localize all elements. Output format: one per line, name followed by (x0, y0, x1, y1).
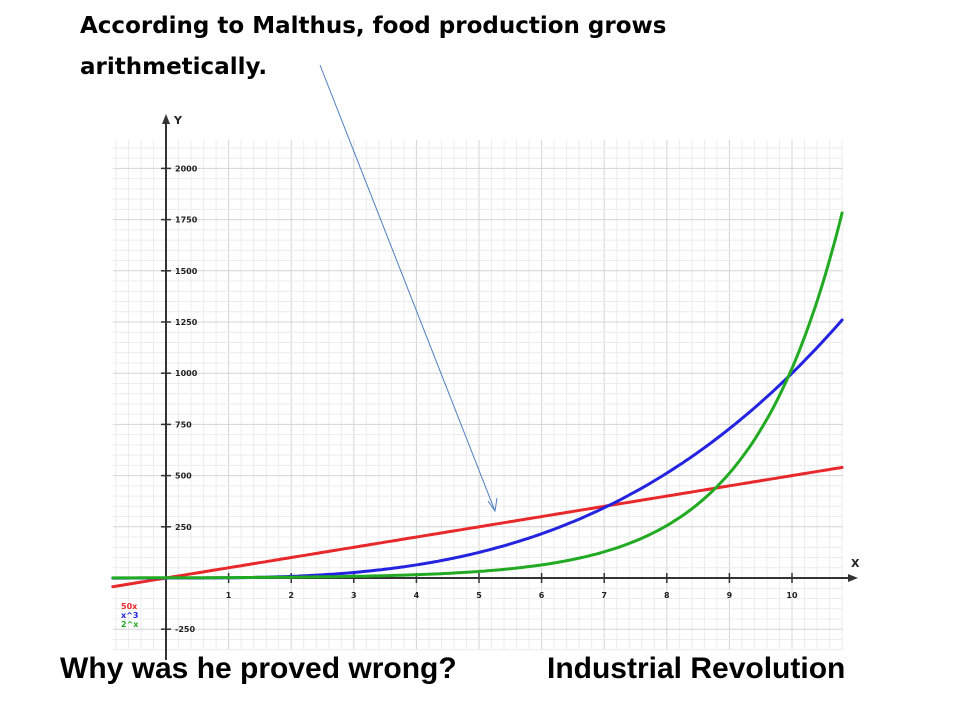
answer-text: Industrial Revolution (547, 652, 846, 685)
chart-series (111, 211, 844, 589)
y-tick-label: -250 (175, 625, 195, 634)
y-tick-label: 1250 (175, 318, 198, 327)
x-tick-label: 9 (727, 591, 733, 600)
annotation-text: According to Malthus, food production gr… (80, 6, 740, 88)
x-tick-label: 2 (288, 591, 294, 600)
x-tick-label: 5 (476, 591, 482, 600)
x-tick-label: 3 (351, 591, 357, 600)
series-line-x3 (111, 318, 844, 580)
y-tick-label: 1000 (175, 369, 198, 378)
x-tick-label: 1 (226, 591, 232, 600)
x-tick-label: 8 (664, 591, 670, 600)
x-axis-label: X (851, 557, 860, 570)
question-text: Why was he proved wrong? (60, 652, 457, 685)
x-tick-label: 7 (601, 591, 607, 600)
annotation-arrow-shaft (319, 64, 496, 512)
y-tick-label: 250 (175, 523, 192, 532)
y-axis-label: Y (173, 114, 183, 127)
tick-marks: 1 2 3 4 5 6 7 8 9 10 -250 250 500 750 1000 1250 1500 1750… (161, 164, 798, 634)
annotation-line-2: arithmetically. (80, 54, 268, 80)
y-tick-label: 1750 (175, 216, 198, 225)
x-axis-arrowhead (848, 574, 858, 582)
x-tick-label: 4 (414, 591, 420, 600)
annotation-arrow (319, 64, 498, 513)
annotation-arrow-head (487, 497, 498, 513)
series-line-50x (111, 465, 844, 589)
y-tick-label: 1500 (175, 267, 198, 276)
legend-entry: 50x (121, 602, 138, 611)
legend-entry: 2^x (121, 620, 139, 629)
y-tick-label: 2000 (175, 164, 198, 173)
y-axis-arrowhead (162, 114, 170, 124)
x-tick-label: 6 (539, 591, 545, 600)
y-tick-label: 750 (175, 420, 192, 429)
series-line-2x (111, 211, 844, 580)
y-tick-label: 500 (175, 472, 192, 481)
legend-entry: x^3 (121, 611, 138, 620)
x-tick-label: 10 (786, 591, 798, 600)
annotation-line-1: According to Malthus, food production gr… (80, 13, 667, 39)
chart-grid (113, 140, 843, 651)
